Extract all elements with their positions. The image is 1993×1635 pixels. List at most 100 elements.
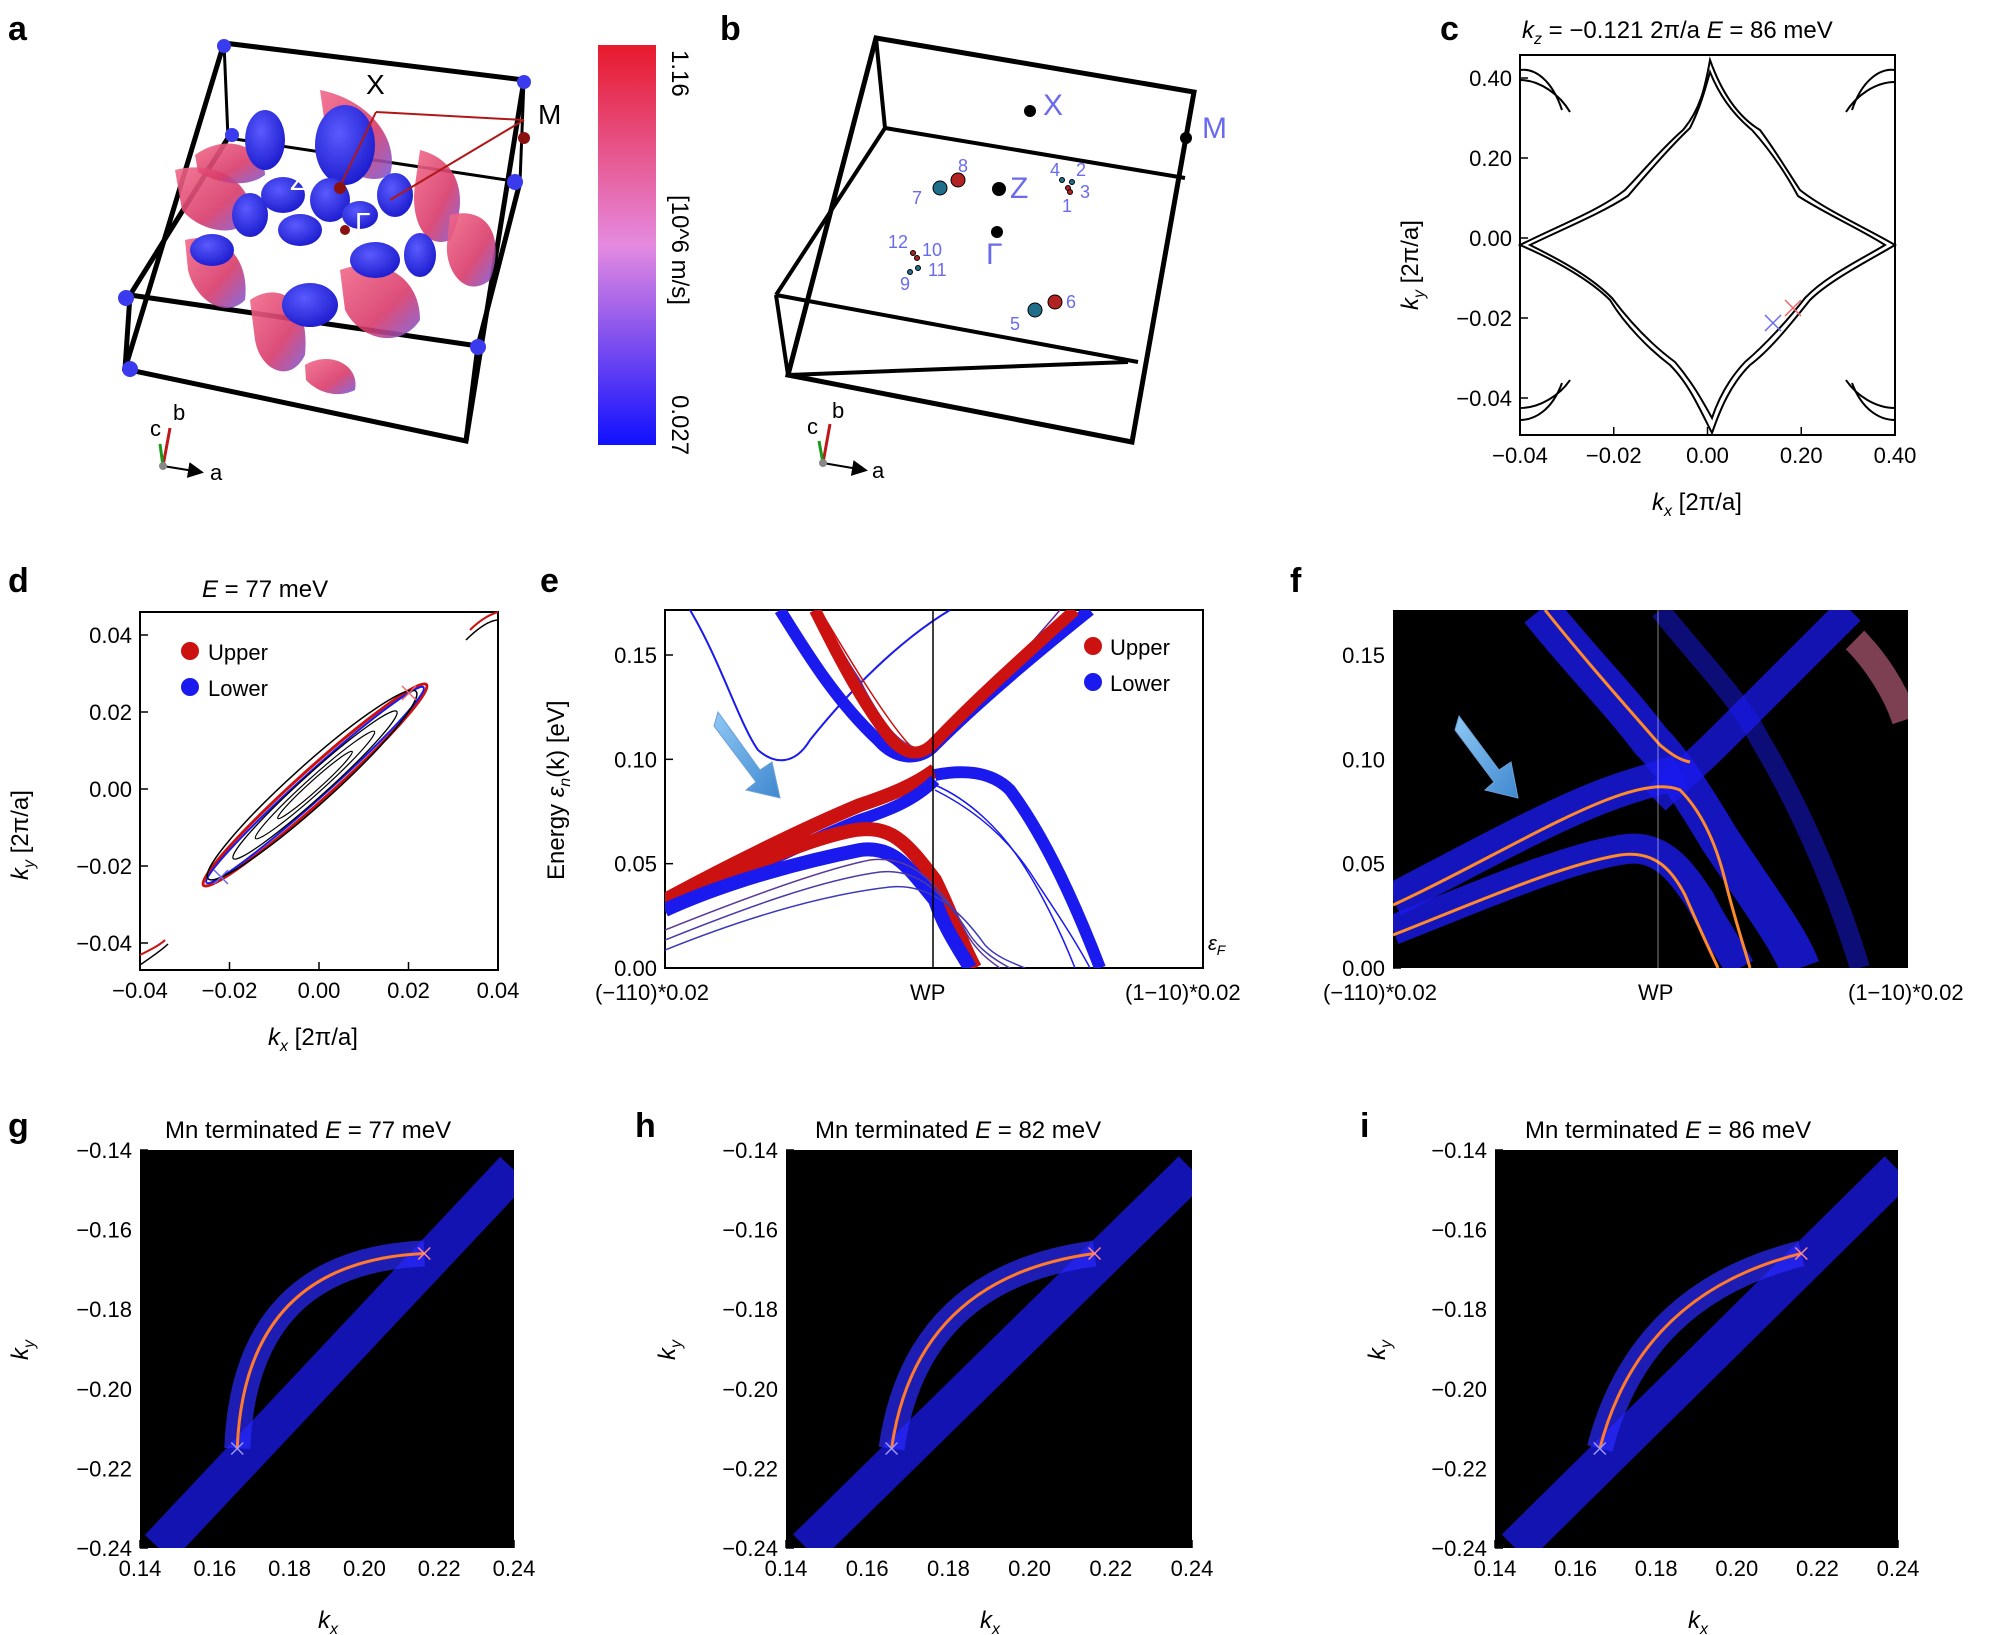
y-tick-label: −0.16: [1431, 1218, 1487, 1243]
corner-pocket: [118, 290, 134, 306]
weyl-point-label: 2: [1076, 160, 1086, 180]
x-tick-label: 0.16: [193, 1556, 236, 1581]
weyl-point-label: 9: [900, 274, 910, 294]
y-tick-label: −0.04: [1456, 386, 1512, 411]
y-tick-label: −0.18: [76, 1297, 132, 1322]
weyl-point-label: 4: [1050, 160, 1060, 180]
x-tick-label: 0.00: [1686, 443, 1729, 468]
gamma-label: Γ: [986, 238, 1003, 271]
x-ticks: 0.14 0.16 0.18 0.20 0.22 0.24: [765, 1540, 1214, 1581]
y-tick-label: −0.20: [1431, 1377, 1487, 1402]
y-ticks: −0.14 −0.16 −0.18 −0.20 −0.22 −0.24: [722, 1138, 794, 1561]
y-tick-label: −0.22: [76, 1456, 132, 1481]
y-tick-label: 0.20: [1469, 146, 1512, 171]
x-tick-label: 0.20: [1008, 1556, 1051, 1581]
bz-edge: [122, 294, 133, 370]
y-ticks: 0.15 0.10 0.05 0.00: [1342, 643, 1401, 981]
weyl-point-label: 3: [1080, 182, 1090, 202]
x-tick-label: 0.00: [298, 978, 341, 1003]
y-axis-label: ky: [1364, 1339, 1395, 1360]
corner-pocket: [217, 39, 231, 53]
weyl-point: [1047, 294, 1063, 310]
x-tick-label: 0.14: [765, 1556, 808, 1581]
weyl-point: [1059, 177, 1065, 183]
z-point: [992, 182, 1006, 196]
panel-label-h: h: [635, 1107, 656, 1145]
panel-label-i: i: [1360, 1107, 1369, 1145]
x-axis-label: kx [2π/a]: [268, 1024, 358, 1055]
x-ticks: −0.04 −0.02 0.00 0.20 0.40: [1492, 427, 1916, 468]
corner-pocket: [517, 75, 531, 89]
x-tick-label: 0.22: [418, 1556, 461, 1581]
colorbar: [598, 45, 656, 445]
y-tick-label: −0.04: [76, 931, 132, 956]
y-tick-label: −0.18: [1431, 1297, 1487, 1322]
weyl-point-label: 10: [922, 240, 942, 260]
y-tick-label: 0.00: [1342, 956, 1385, 981]
x-axis-label: kx: [318, 1607, 339, 1635]
x-tick-label: 0.24: [1171, 1556, 1214, 1581]
colorbar-min: 0.027: [666, 395, 693, 455]
panel-label-f: f: [1290, 562, 1302, 600]
path-line: [375, 111, 525, 121]
y-tick-label: −0.24: [1431, 1536, 1487, 1561]
weyl-point: [914, 255, 920, 261]
weyl-point: [1067, 189, 1073, 195]
x-tick-label: 0.24: [493, 1556, 536, 1581]
x-tick-label: 0.22: [1796, 1556, 1839, 1581]
x-tick-label: 0.18: [1635, 1556, 1678, 1581]
x-tick-wp: WP: [1638, 980, 1673, 1005]
y-tick-label: −0.14: [722, 1138, 778, 1163]
x-tick-left: (−110)*0.02: [1323, 980, 1437, 1005]
y-tick-label: −0.20: [722, 1377, 778, 1402]
y-tick-label: 0.00: [89, 777, 132, 802]
spectral-map: [144, 1156, 514, 1548]
weyl-point: [910, 250, 916, 256]
legend-upper-label: Upper: [208, 640, 268, 665]
x-tick-wp: WP: [910, 980, 945, 1005]
y-tick-label: −0.20: [76, 1377, 132, 1402]
spectral-function: [1393, 610, 1908, 968]
x-point: [1024, 105, 1036, 117]
y-tick-label: 0.05: [1342, 852, 1385, 877]
y-tick-label: −0.24: [76, 1536, 132, 1561]
weyl-point: [1027, 302, 1043, 318]
x-tick-left: (−110)*0.02: [595, 980, 709, 1005]
blue-pockets: [190, 105, 436, 327]
x-label: X: [1043, 89, 1063, 122]
plot-frame: [139, 611, 499, 971]
panel-i-title: Mn terminated E = 86 meV: [1525, 1117, 1811, 1144]
x-tick-label: 0.02: [387, 978, 430, 1003]
y-tick-label: 0.04: [89, 623, 132, 648]
weyl-point: [950, 172, 966, 188]
panel-label-e: e: [540, 562, 559, 600]
y-ticks: 0.04 0.02 0.00 −0.02 −0.04: [76, 623, 148, 956]
weyl-point: [915, 265, 921, 271]
svg-text:c: c: [150, 416, 161, 441]
x-tick-label: 0.22: [1089, 1556, 1132, 1581]
plot-frame: [1519, 54, 1896, 436]
x-axis-label: kx: [980, 1607, 1001, 1635]
x-ticks: −0.04 −0.02 0.00 0.02 0.04: [112, 962, 519, 1003]
arrow: [1454, 714, 1519, 799]
y-tick-label: −0.22: [1431, 1456, 1487, 1481]
weyl-point: [1069, 179, 1075, 185]
spectral-map: [792, 1156, 1192, 1548]
legend-lower-label: Lower: [1110, 671, 1170, 696]
x-tick-label: 0.24: [1877, 1556, 1920, 1581]
svg-text:a: a: [872, 458, 885, 483]
x-axis-label: kx: [1688, 1607, 1709, 1635]
corner-pocket: [470, 339, 486, 355]
x-tick-label: 0.20: [1780, 443, 1823, 468]
legend-upper-marker: [1084, 637, 1102, 655]
y-ticks: −0.14 −0.16 −0.18 −0.20 −0.22 −0.24: [1431, 1138, 1503, 1561]
weyl-point-label: 11: [928, 260, 947, 280]
x-tick-label: −0.04: [1492, 443, 1548, 468]
y-axis-label: ky: [654, 1339, 685, 1360]
m-point: [1180, 132, 1192, 144]
ef-label: εF: [1208, 933, 1227, 958]
panel-d-title: E = 77 meV: [202, 576, 328, 603]
colorbar-max: 1.16: [666, 50, 693, 97]
